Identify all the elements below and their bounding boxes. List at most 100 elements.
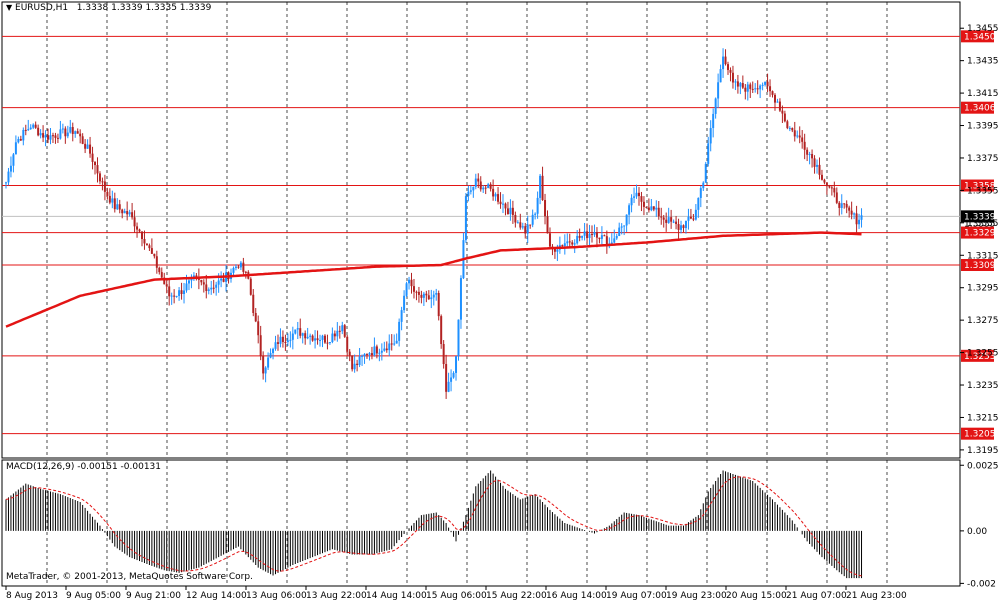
x-tick-label: 19 Aug 23:00: [666, 591, 727, 600]
candle-body: [704, 163, 707, 183]
candle-body: [724, 56, 727, 65]
candle-body: [133, 217, 136, 227]
x-tick-label: 13 Aug 22:00: [306, 591, 367, 600]
candle-body: [744, 87, 747, 92]
y-tick-label: 1.3335: [967, 219, 999, 229]
candle-body: [756, 88, 759, 90]
candle-body: [764, 81, 767, 85]
candle-body: [29, 127, 32, 130]
candle-body: [553, 248, 556, 252]
candle-body: [64, 128, 67, 137]
candle-body: [111, 198, 114, 203]
candle-body: [731, 72, 734, 83]
candle-body: [603, 235, 606, 237]
candle-body: [264, 367, 267, 374]
candle-body: [173, 295, 176, 297]
candle-body: [272, 348, 275, 354]
candle-body: [76, 131, 79, 134]
candle-body: [123, 211, 126, 214]
candle-body: [823, 179, 826, 183]
chart-header: ▼ EURUSD,H1 1.3338 1.3339 1.3335 1.3339: [6, 3, 211, 13]
price-panel-frame: [1, 1, 961, 459]
candle-body: [749, 84, 752, 89]
dropdown-triangle-icon[interactable]: ▼: [6, 3, 13, 12]
current-price-overlay: 1.3335: [964, 219, 996, 229]
candle-body: [845, 203, 848, 208]
candle-body: [625, 214, 628, 226]
candle-body: [89, 144, 92, 154]
candle-body: [316, 338, 319, 341]
x-tick-label: 21 Aug 23:00: [846, 591, 907, 600]
candle-body: [113, 198, 116, 210]
candle-body: [509, 207, 512, 215]
candle-body: [205, 284, 208, 291]
y-tick-label: 1.3235: [967, 381, 999, 391]
candle-body: [450, 377, 453, 382]
candle-body: [44, 135, 47, 138]
candle-body: [210, 287, 213, 290]
y-tick-label: 1.3255: [967, 349, 999, 359]
candle-body: [158, 267, 161, 273]
candle-body: [86, 144, 89, 149]
candle-body: [425, 293, 428, 296]
candle-body: [811, 154, 814, 159]
candle-body: [825, 182, 828, 187]
candle-body: [121, 209, 124, 214]
candle-body: [680, 225, 683, 230]
candle-body: [645, 206, 648, 208]
candle-body: [620, 226, 623, 228]
candle-body: [672, 221, 675, 223]
candle-body: [17, 138, 20, 143]
candle-body: [306, 336, 309, 339]
candle-body: [165, 284, 168, 287]
x-tick-label: 19 Aug 07:00: [606, 591, 667, 600]
candle-body: [304, 333, 307, 339]
candle-body: [633, 196, 636, 198]
candle-body: [830, 187, 833, 189]
candle-body: [697, 197, 700, 210]
macd-panel-frame: [1, 459, 961, 587]
candle-body: [163, 277, 166, 285]
x-tick-label: 8 Aug 2013: [6, 591, 58, 600]
candle-body: [655, 207, 658, 210]
candle-body: [296, 328, 299, 330]
candle-body: [524, 226, 527, 234]
candle-body: [561, 245, 564, 247]
candle-body: [662, 217, 665, 220]
candle-body: [568, 241, 571, 243]
candle-body: [7, 171, 10, 183]
candle-body: [816, 164, 819, 167]
candle-body: [27, 129, 30, 131]
candle-body: [333, 333, 336, 337]
candle-body: [618, 227, 621, 236]
level-label-box: [961, 30, 994, 43]
level-label-box: [961, 259, 994, 272]
y-tick-label: 1.3195: [967, 446, 999, 456]
x-tick-label: 20 Aug 15:00: [726, 591, 787, 600]
candle-body: [516, 222, 519, 224]
candle-body: [736, 81, 739, 87]
candle-body: [37, 127, 40, 136]
candle-body: [838, 202, 841, 208]
candle-body: [212, 287, 215, 289]
candle-body: [501, 203, 504, 205]
candle-body: [687, 216, 690, 221]
candle-body: [539, 175, 542, 198]
candle-body: [180, 290, 183, 294]
candle-body: [499, 201, 502, 205]
candle-body: [504, 203, 507, 209]
x-tick-label: 16 Aug 14:00: [546, 591, 607, 600]
candle-body: [178, 290, 181, 296]
level-label: 1.3309: [964, 261, 996, 271]
candle-body: [187, 280, 190, 284]
candle-body: [49, 135, 52, 140]
candle-body: [746, 84, 749, 92]
candle-body: [351, 355, 354, 370]
candle-body: [778, 101, 781, 111]
candle-body: [699, 188, 702, 198]
candle-body: [269, 353, 272, 358]
y-tick-label: 1.3435: [967, 57, 999, 67]
level-label: 1.3253: [964, 352, 996, 362]
